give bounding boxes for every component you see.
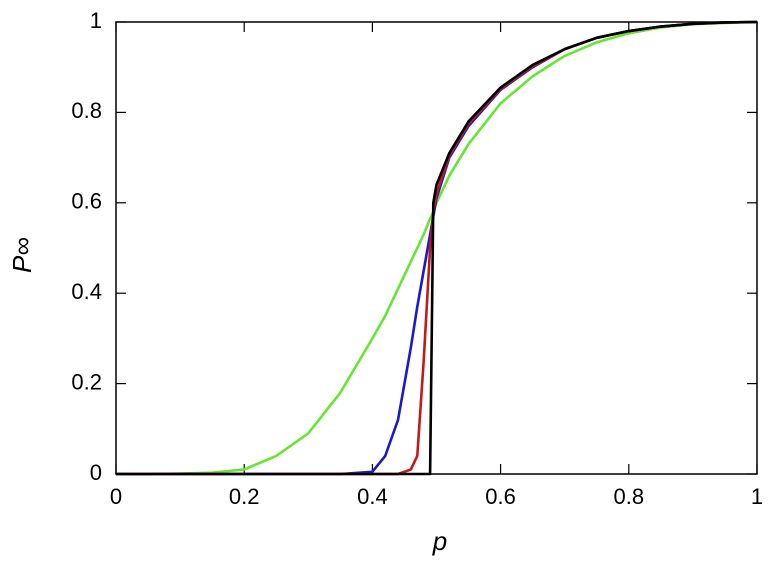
x-tick-label: 0 (110, 484, 122, 509)
line-series (116, 20, 758, 476)
y-axis-label: P∞ (7, 237, 37, 273)
line-series (116, 20, 758, 476)
y-tick-label: 0.2 (71, 369, 102, 394)
line-series (116, 20, 758, 476)
y-tick-label: 0.6 (71, 189, 102, 214)
line-series (116, 20, 758, 476)
plot-frame (115, 21, 758, 475)
x-axis-label: p (432, 526, 447, 556)
x-tick-label: 1 (751, 484, 763, 509)
y-tick-label: 0.4 (71, 279, 102, 304)
y-tick-label: 0.8 (71, 98, 102, 123)
y-tick-label: 1 (90, 8, 102, 33)
x-tick-label: 0.4 (357, 484, 388, 509)
y-tick-label: 0 (90, 460, 102, 485)
x-tick-label: 0.8 (614, 484, 645, 509)
x-tick-label: 0.6 (485, 484, 516, 509)
x-tick-label: 0.2 (229, 484, 260, 509)
